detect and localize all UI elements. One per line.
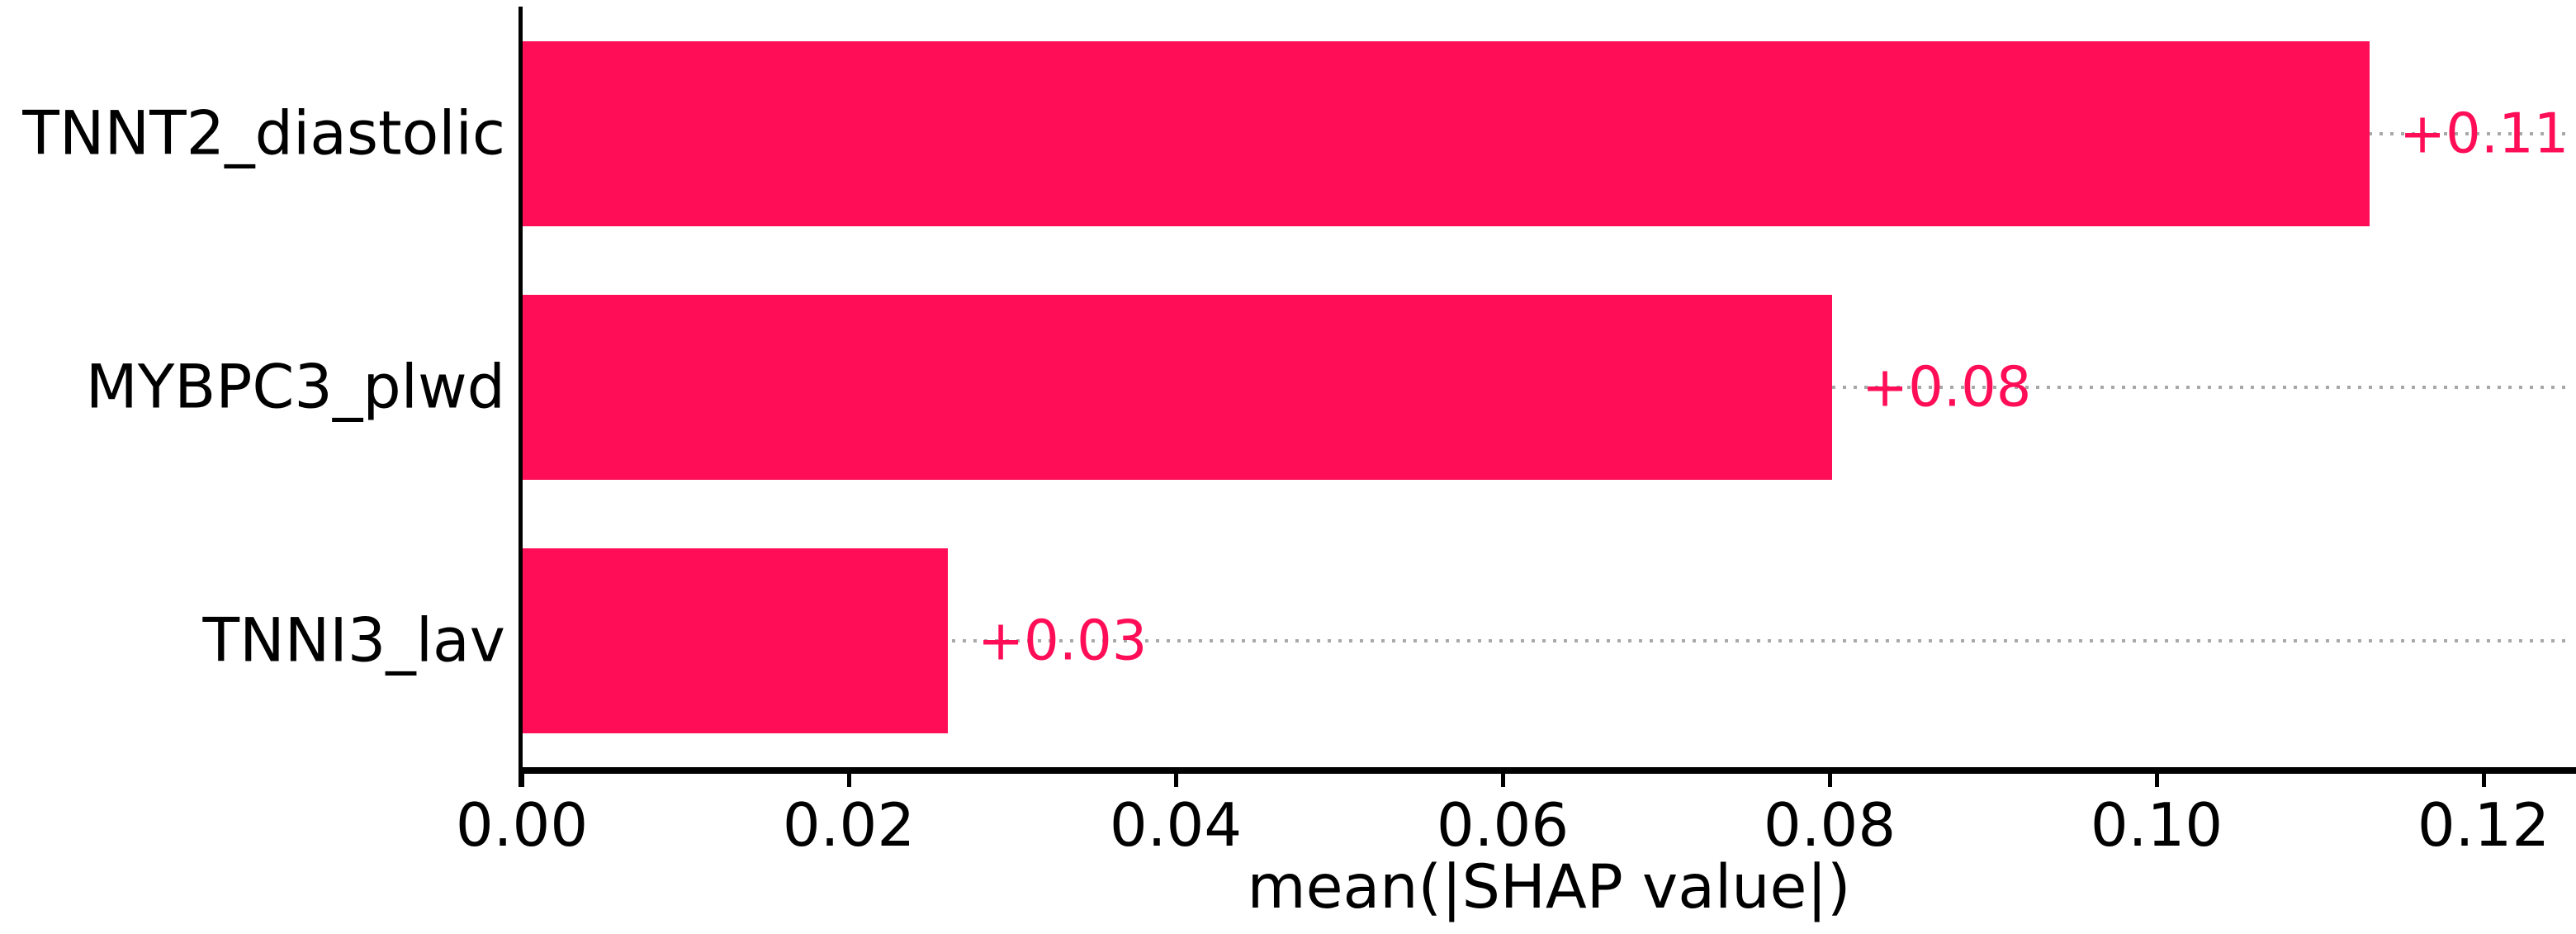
- x-axis-tick-label: 0.00: [455, 790, 589, 860]
- x-axis-tick-label: 0.04: [1109, 790, 1243, 860]
- x-axis-title: mean(|SHAP value|): [1247, 852, 1851, 922]
- bar-value-label: +0.03: [978, 608, 1148, 673]
- x-axis-tick-label: 0.12: [2417, 790, 2550, 860]
- x-axis-line: [519, 767, 2576, 774]
- x-axis-tick: [1828, 767, 1832, 787]
- y-category-label: TNNT2_diastolic: [22, 98, 505, 169]
- x-axis-tick-label: 0.02: [782, 790, 916, 860]
- x-axis-tick: [2155, 767, 2159, 787]
- x-axis-tick: [520, 767, 524, 787]
- y-category-label: TNNI3_lav: [202, 605, 506, 676]
- x-axis-tick: [847, 767, 851, 787]
- y-category-label: MYBPC3_plwd: [85, 352, 505, 423]
- x-axis-tick: [1501, 767, 1505, 787]
- y-axis-spine: [519, 7, 523, 787]
- bar-value-label: +0.08: [1862, 354, 2032, 420]
- bar-MYBPC3_plwd: [523, 295, 1832, 480]
- bar-TNNT2_diastolic: [523, 41, 2370, 226]
- bar-value-label: +0.11: [2399, 101, 2569, 166]
- x-axis-tick-label: 0.08: [1763, 790, 1896, 860]
- x-axis-tick: [1174, 767, 1178, 787]
- x-axis-tick: [2482, 767, 2486, 787]
- bar-TNNI3_lav: [523, 548, 948, 733]
- x-axis-tick-label: 0.10: [2090, 790, 2223, 860]
- x-axis-tick-label: 0.06: [1436, 790, 1570, 860]
- guide-dotted-line: [523, 639, 2573, 642]
